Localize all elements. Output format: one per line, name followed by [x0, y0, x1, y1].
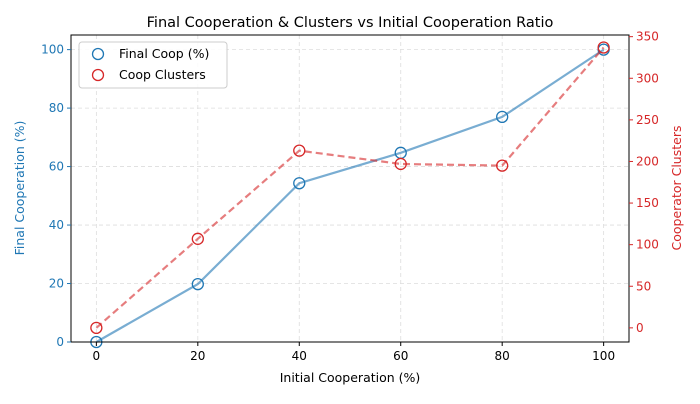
- x-tick-label: 0: [93, 349, 101, 363]
- series-layer: [90, 41, 610, 349]
- plot-frame: [70, 34, 630, 343]
- data-point-series-1: [496, 110, 509, 124]
- y-left-tick-label: 20: [49, 277, 64, 291]
- x-tick-label: 20: [190, 349, 205, 363]
- y-right-tick-label: 350: [636, 30, 659, 44]
- series-line-1: [95, 48, 605, 343]
- data-point-series-1: [293, 177, 306, 190]
- x-tick-label: 60: [393, 349, 408, 363]
- y-axis-left-label: Final Cooperation (%): [12, 121, 27, 256]
- y-left-tick-label: 0: [56, 335, 64, 349]
- y-axis-right-label: Cooperator Clusters: [669, 126, 684, 251]
- y-right-tick-label: 0: [636, 321, 644, 335]
- x-tick-label: 80: [495, 349, 510, 363]
- legend-label-2: Coop Clusters: [119, 67, 206, 82]
- y-right-tick-label: 300: [636, 71, 659, 85]
- data-point-series-2: [293, 144, 306, 157]
- legend-marker-2: [91, 68, 105, 82]
- axes: 0 20 40 60 80 100 0 20 40 60 80 100 0 50 100 150 200 250 3…: [41, 30, 659, 363]
- legend-label-1: Final Coop (%): [119, 46, 209, 61]
- x-tick-label: 100: [592, 349, 615, 363]
- y-left-tick-label: 40: [49, 218, 64, 232]
- y-left-tick-label: 100: [41, 43, 64, 57]
- data-point-series-2: [90, 321, 103, 335]
- data-point-series-2: [394, 157, 407, 171]
- y-right-tick-label: 150: [636, 196, 659, 210]
- data-point-series-2: [496, 159, 509, 172]
- legend: Final Coop (%) Coop Clusters: [78, 41, 228, 89]
- legend-box: [78, 41, 228, 89]
- chart-title: Final Cooperation & Clusters vs Initial …: [147, 15, 554, 31]
- y-right-tick-label: 250: [636, 113, 659, 127]
- y-left-tick-label: 60: [49, 160, 64, 174]
- legend-marker-1: [91, 47, 105, 61]
- data-point-series-2: [191, 232, 204, 245]
- y-left-tick-label: 80: [49, 101, 64, 115]
- x-axis-label: Initial Cooperation (%): [280, 370, 421, 385]
- data-point-series-1: [191, 277, 204, 291]
- y-right-tick-label: 200: [636, 154, 659, 168]
- y-right-tick-label: 100: [636, 238, 659, 252]
- series-line-2: [95, 46, 605, 329]
- y-right-tick-label: 50: [636, 279, 651, 293]
- x-tick-label: 40: [292, 349, 307, 363]
- data-point-series-2: [597, 41, 610, 54]
